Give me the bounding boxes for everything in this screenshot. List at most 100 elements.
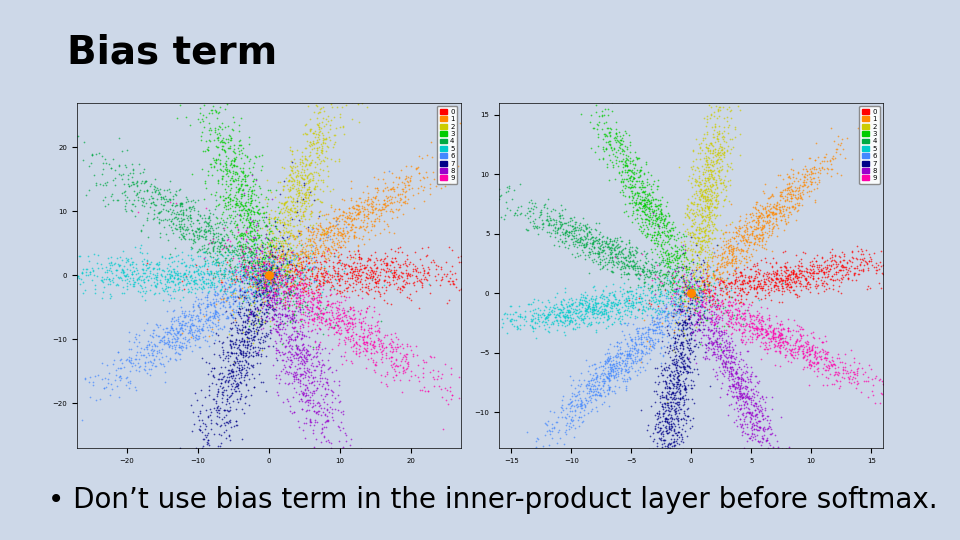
Point — [587, 360, 602, 368]
Point — [638, 334, 654, 343]
Point — [700, 281, 715, 290]
Point — [699, 197, 714, 205]
Point — [256, 208, 272, 217]
Point — [370, 348, 385, 357]
Point — [825, 357, 840, 366]
Point — [690, 303, 706, 312]
Point — [283, 355, 299, 364]
Point — [667, 360, 683, 368]
Point — [249, 274, 264, 283]
Point — [747, 424, 762, 433]
Point — [787, 316, 803, 325]
Point — [240, 262, 255, 271]
Point — [245, 163, 260, 172]
Point — [859, 260, 875, 268]
Point — [617, 244, 633, 252]
Point — [687, 247, 703, 255]
Point — [386, 271, 401, 279]
Point — [680, 361, 695, 370]
Point — [733, 334, 749, 343]
Point — [644, 233, 660, 242]
Point — [164, 272, 180, 281]
Point — [811, 267, 827, 275]
Point — [671, 461, 686, 470]
Point — [211, 261, 227, 269]
Point — [714, 334, 730, 343]
Point — [595, 381, 611, 389]
Point — [628, 289, 643, 298]
Point — [280, 297, 296, 306]
Point — [209, 412, 225, 421]
Point — [782, 190, 798, 198]
Point — [630, 313, 645, 321]
Point — [318, 317, 333, 326]
Point — [627, 345, 642, 354]
Point — [243, 305, 258, 313]
Point — [700, 201, 715, 210]
Point — [651, 214, 666, 222]
Point — [636, 306, 652, 315]
Point — [115, 174, 131, 183]
Point — [690, 297, 706, 306]
Point — [588, 326, 604, 335]
Point — [240, 222, 255, 231]
Point — [209, 133, 225, 142]
Point — [281, 289, 297, 298]
Point — [239, 272, 254, 281]
Point — [245, 363, 260, 372]
Point — [225, 381, 240, 390]
Point — [180, 250, 196, 259]
Point — [294, 195, 309, 204]
Point — [778, 264, 793, 273]
Point — [626, 174, 641, 183]
Point — [699, 277, 714, 286]
Point — [175, 308, 190, 317]
Point — [681, 285, 696, 294]
Point — [208, 258, 224, 266]
Point — [459, 268, 474, 276]
Point — [569, 302, 585, 310]
Point — [294, 189, 309, 198]
Point — [766, 451, 781, 460]
Point — [269, 218, 284, 226]
Point — [246, 298, 261, 307]
Point — [755, 409, 770, 418]
Point — [230, 267, 246, 276]
Point — [470, 419, 486, 428]
Point — [628, 333, 643, 341]
Point — [828, 268, 844, 276]
Point — [412, 168, 427, 177]
Point — [782, 333, 798, 341]
Point — [309, 271, 324, 280]
Point — [42, 146, 58, 155]
Point — [725, 345, 740, 353]
Point — [633, 166, 648, 174]
Point — [300, 391, 316, 400]
Point — [232, 348, 248, 356]
Point — [244, 285, 259, 293]
Point — [290, 227, 305, 235]
Point — [295, 249, 310, 258]
Point — [221, 393, 236, 401]
Point — [709, 295, 725, 303]
Point — [312, 325, 327, 333]
Point — [758, 218, 774, 227]
Point — [746, 390, 761, 399]
Point — [546, 316, 562, 325]
Point — [724, 97, 739, 106]
Point — [731, 411, 746, 420]
Point — [261, 271, 276, 280]
Point — [660, 250, 676, 259]
Point — [656, 299, 671, 307]
Point — [677, 278, 692, 286]
Point — [692, 248, 708, 256]
Point — [813, 267, 828, 276]
Point — [777, 267, 792, 275]
Point — [512, 320, 527, 329]
Point — [695, 170, 710, 179]
Point — [749, 323, 764, 332]
Point — [588, 303, 603, 312]
Point — [767, 342, 782, 350]
Point — [700, 160, 715, 168]
Point — [609, 369, 624, 378]
